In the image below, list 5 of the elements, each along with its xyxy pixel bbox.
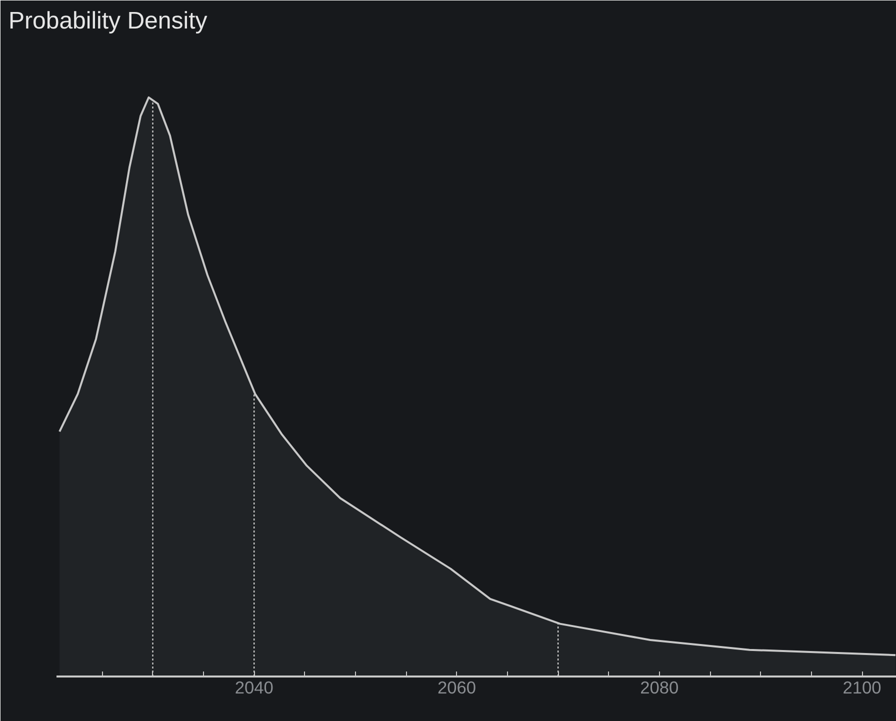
x-tick-label: 2080 [640,678,679,698]
x-tick-label: 2060 [437,678,476,698]
x-tick-label: 2040 [234,678,274,698]
x-tick-label: 2100 [842,678,882,698]
chart-title: Probability Density [8,8,208,34]
